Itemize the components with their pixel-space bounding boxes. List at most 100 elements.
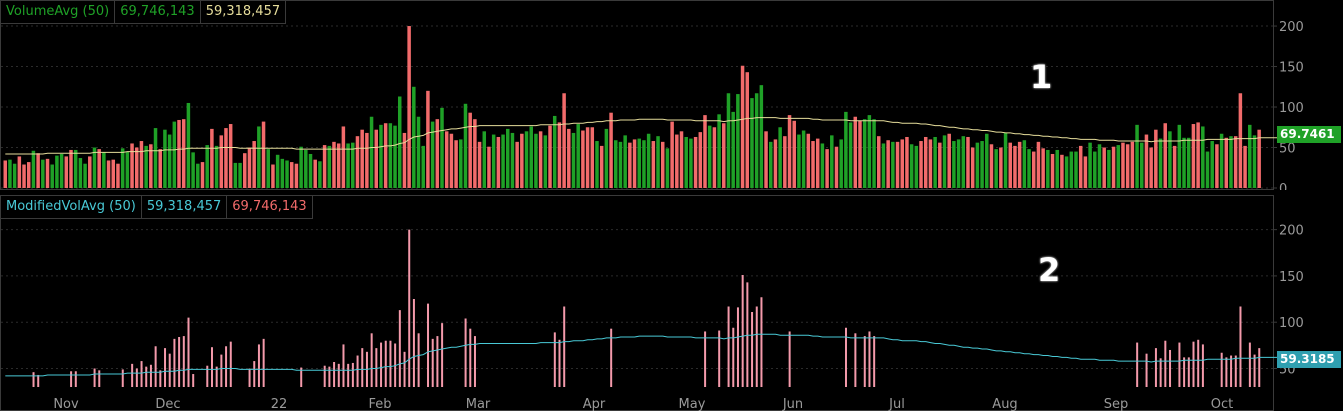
volume-avg-header: VolumeAvg (50) 69,746,143 59,318,457 bbox=[0, 0, 287, 24]
volume-bar bbox=[224, 128, 228, 188]
volume-avg-plot[interactable]: 0 50 100 150 200 bbox=[0, 0, 1343, 190]
modified-vol-avg-value: 59,318,457 bbox=[141, 195, 228, 219]
volume-bar bbox=[106, 160, 111, 188]
volume-bar bbox=[520, 133, 524, 188]
volume-bar bbox=[628, 142, 632, 188]
volume-bar bbox=[196, 163, 200, 188]
volume-bar bbox=[332, 141, 336, 188]
volume-bar bbox=[252, 141, 256, 188]
volume-bar bbox=[31, 150, 36, 188]
volume-bar bbox=[322, 145, 327, 188]
volume-bar bbox=[581, 130, 585, 188]
volume-bar bbox=[1055, 149, 1059, 188]
volume-bar bbox=[670, 121, 674, 188]
volume-bar bbox=[1186, 137, 1191, 188]
volume-bar bbox=[435, 119, 440, 188]
volume-bar bbox=[844, 111, 848, 188]
volume-bar bbox=[985, 133, 989, 188]
volume-bar bbox=[341, 126, 346, 188]
volume-bar bbox=[956, 139, 961, 188]
volume-bar bbox=[557, 122, 562, 188]
volume-bar bbox=[1196, 122, 1200, 188]
volume-bar bbox=[764, 131, 768, 188]
volume-bar bbox=[1041, 148, 1045, 188]
volume-bar bbox=[416, 116, 421, 188]
volume-bar bbox=[529, 126, 533, 188]
volume-bar bbox=[430, 121, 435, 188]
volume-bar bbox=[1013, 145, 1017, 188]
volume-bar bbox=[238, 162, 242, 188]
volume-bar bbox=[506, 128, 510, 188]
volume-bar bbox=[599, 145, 604, 188]
volume-bar bbox=[783, 136, 787, 188]
volume-avg-study-name[interactable]: VolumeAvg (50) bbox=[0, 0, 116, 24]
x-tick-label: Jul bbox=[888, 397, 905, 411]
volume-bar bbox=[534, 133, 538, 188]
volume-bar bbox=[867, 115, 872, 188]
volume-bar bbox=[1215, 144, 1219, 188]
volume-bar bbox=[1219, 133, 1224, 188]
volume-bar bbox=[327, 145, 332, 188]
modified-vol-avg-header: ModifiedVolAvg (50) 59,318,457 69,746,14… bbox=[0, 195, 313, 219]
volume-bar bbox=[407, 26, 411, 188]
volume-bar bbox=[646, 133, 651, 188]
volume-bar bbox=[200, 162, 205, 188]
volume-avg-price-badge: 69.7461 bbox=[1277, 126, 1341, 143]
volume-bar bbox=[92, 147, 97, 188]
volume-bar bbox=[543, 135, 548, 188]
volume-bar bbox=[919, 141, 923, 188]
volume-bar bbox=[825, 149, 829, 188]
volume-bar bbox=[1003, 132, 1008, 188]
volume-average-line bbox=[5, 117, 1288, 155]
volume-bar bbox=[73, 149, 78, 188]
volume-bar bbox=[163, 129, 167, 188]
volume-bar bbox=[233, 162, 238, 188]
volume-bar bbox=[1252, 135, 1257, 188]
volume-bar bbox=[656, 136, 660, 188]
x-tick-label: Mar bbox=[466, 397, 491, 411]
volume-bar bbox=[736, 94, 740, 188]
modified-vol-avg-average-value: 69,746,143 bbox=[227, 195, 313, 219]
volume-bar bbox=[1111, 146, 1116, 188]
volume-bar bbox=[177, 119, 181, 188]
volume-bar bbox=[684, 136, 688, 188]
volume-bar bbox=[120, 148, 125, 188]
volume-bar bbox=[858, 120, 862, 188]
volume-bar bbox=[773, 139, 778, 188]
x-tick-label: 22 bbox=[271, 397, 288, 411]
volume-bar bbox=[891, 141, 895, 188]
volume-bar bbox=[64, 156, 69, 188]
volume-bar bbox=[895, 141, 900, 188]
volume-bar bbox=[1083, 156, 1088, 188]
volume-bar bbox=[632, 139, 637, 188]
volume-bar bbox=[289, 162, 294, 188]
volume-bar bbox=[88, 156, 92, 188]
volume-bar bbox=[933, 136, 937, 188]
volume-bar bbox=[731, 111, 735, 188]
volume-bar bbox=[8, 159, 12, 188]
volume-bar bbox=[1201, 126, 1205, 188]
volume-bar bbox=[515, 141, 519, 188]
volume-bar bbox=[1121, 142, 1125, 188]
volume-bar bbox=[59, 153, 64, 188]
y-tick-label: 150 bbox=[1279, 270, 1304, 285]
volume-bar bbox=[712, 127, 717, 188]
volume-bar bbox=[848, 122, 853, 188]
volume-bar bbox=[618, 141, 623, 188]
x-tick-label: Jun bbox=[782, 397, 803, 411]
volume-bar bbox=[1102, 147, 1106, 188]
volume-bar bbox=[538, 131, 543, 188]
volume-bar bbox=[78, 158, 83, 188]
volume-bar bbox=[285, 160, 289, 188]
modified-vol-avg-panel: 50 100 150 200 Nov Dec 22 Feb Mar Apr May Jun Jul Aug… bbox=[0, 195, 1343, 411]
volume-bar bbox=[665, 148, 670, 188]
volume-bar bbox=[961, 136, 966, 188]
volume-bar bbox=[679, 131, 684, 188]
modified-vol-avg-study-name[interactable]: ModifiedVolAvg (50) bbox=[0, 195, 142, 219]
volume-bar bbox=[938, 142, 942, 188]
volume-bar bbox=[482, 131, 487, 188]
volume-bar bbox=[975, 142, 980, 188]
volume-bar bbox=[1008, 142, 1013, 188]
